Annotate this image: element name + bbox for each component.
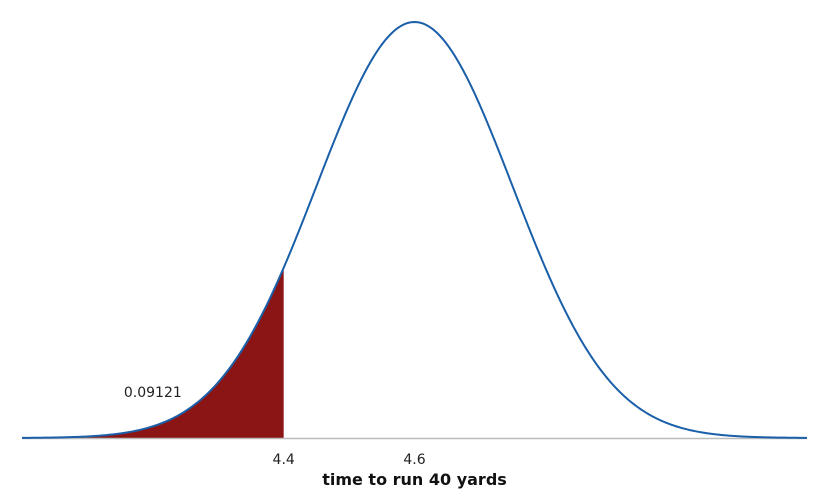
x-tick-label: 4.6 <box>403 452 425 468</box>
x-axis-label: time to run 40 yards <box>322 470 507 489</box>
x-tick-label: 4.4 <box>273 452 295 468</box>
density-curve-line <box>21 20 808 439</box>
tail-probability-label: 0.09121 <box>124 385 182 401</box>
shaded-tail-area <box>22 267 284 438</box>
x-tick-labels: 4.4 4.6 <box>273 452 426 468</box>
